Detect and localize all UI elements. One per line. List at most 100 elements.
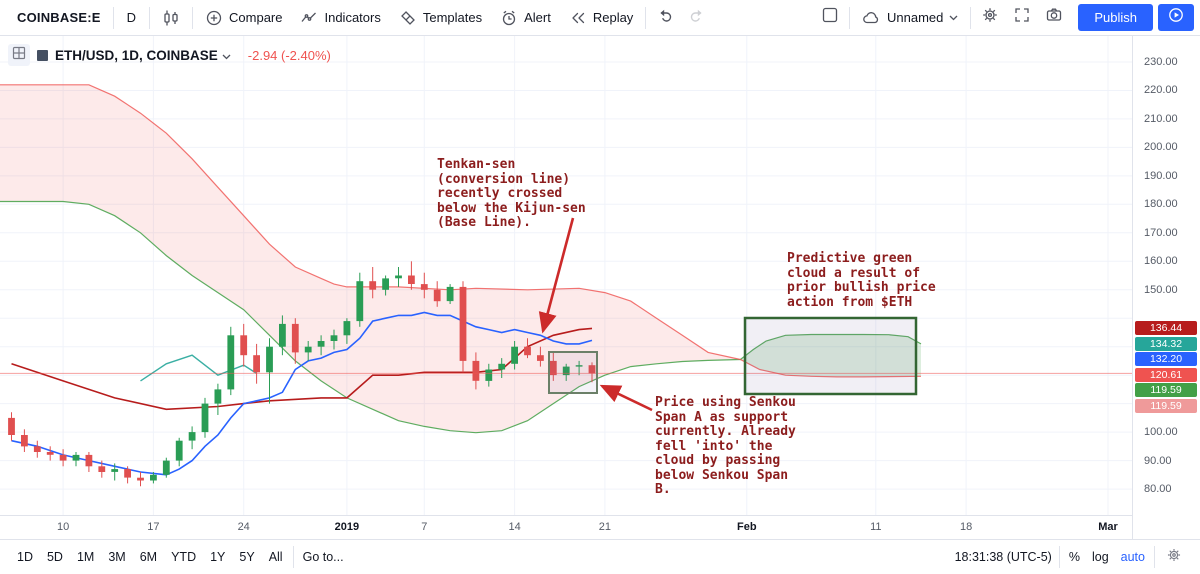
range-3m[interactable]: 3M (108, 550, 126, 564)
time-axis[interactable]: 10 17 24 2019 7 14 21 Feb 11 18 Mar (0, 515, 1132, 539)
toolbar-right-group: Unnamed (814, 4, 1196, 32)
price-badge: 119.59 (1135, 383, 1197, 398)
publish-label: Publish (1094, 10, 1137, 25)
replay-button[interactable]: Replay (560, 4, 642, 32)
bottom-toolbar: 1D 5D 1M 3M 6M YTD 1Y 5Y All Go to... 18… (0, 539, 1200, 574)
compare-icon (205, 9, 223, 27)
time-label: 24 (237, 521, 250, 533)
separator (292, 546, 294, 568)
time-label: 11 (870, 521, 882, 533)
alert-button[interactable]: Alert (491, 4, 560, 32)
templates-button[interactable]: Templates (390, 4, 491, 32)
top-toolbar: COINBASE:E D Compare (0, 0, 1200, 36)
compare-button[interactable]: Compare (196, 4, 291, 32)
price-badge: 134.32 (1135, 336, 1197, 351)
fullscreen-icon (1013, 6, 1031, 29)
chart-pane[interactable]: ETH/USD, 1D, COINBASE -2.94 (-2.40%) Ten… (0, 36, 1132, 539)
cloud-save-icon (862, 9, 881, 27)
log-scale-button[interactable]: log (1091, 550, 1109, 564)
series-swatch (37, 49, 48, 61)
templates-icon (399, 9, 417, 27)
axis-settings-button[interactable] (1158, 543, 1190, 571)
symbol-search-button[interactable]: COINBASE:E (8, 4, 110, 32)
separator (848, 6, 850, 29)
highlight-box-future-cloud[interactable] (743, 316, 918, 396)
annotation-tenkan-note[interactable]: Tenkan-sen (conversion line) recently cr… (437, 157, 586, 230)
legend-symbol-button[interactable]: ETH/USD, 1D, COINBASE (55, 48, 231, 63)
range-ytd[interactable]: YTD (171, 550, 197, 564)
undo-button[interactable] (649, 4, 681, 32)
price-tick: 190.00 (1144, 169, 1178, 182)
layout-name-button[interactable]: Unnamed (853, 4, 967, 32)
layout-name-label: Unnamed (886, 10, 944, 25)
tenkan-sen-line (11, 311, 593, 476)
price-tick: 200.00 (1144, 141, 1178, 154)
separator (645, 6, 647, 29)
fullscreen-button[interactable] (1006, 4, 1038, 32)
chart-style-button[interactable] (153, 4, 189, 32)
price-axis[interactable]: 230.00 220.00 210.00 200.00 190.00 180.00 170.… (1132, 36, 1200, 539)
compare-label: Compare (229, 10, 283, 25)
snapshot-button[interactable] (1038, 4, 1070, 32)
auto-scale-button[interactable]: auto (1120, 550, 1145, 564)
time-label: 21 (598, 521, 612, 533)
price-chart[interactable] (0, 36, 1132, 515)
chevron-down-icon (222, 48, 231, 63)
time-label: 14 (508, 521, 521, 533)
chikou-span-line (140, 354, 257, 382)
redo-icon (688, 6, 706, 29)
price-tick: 170.00 (1144, 226, 1178, 239)
chart-settings-button[interactable] (974, 4, 1006, 32)
annotation-arrow[interactable] (538, 217, 575, 334)
undo-icon (656, 6, 674, 29)
price-tick: 150.00 (1144, 283, 1178, 296)
range-buttons: 1D 5D 1M 3M 6M YTD 1Y 5Y All Go to... (10, 546, 350, 568)
clock-label[interactable]: 18:31:38 (UTC-5) (954, 550, 1052, 564)
indicators-icon (300, 9, 318, 27)
ichimoku-cloud (0, 84, 922, 476)
indicators-button[interactable]: Indicators (291, 4, 389, 32)
goto-date-button[interactable]: Go to... (302, 550, 344, 564)
chart-legend: ETH/USD, 1D, COINBASE -2.94 (-2.40%) (8, 44, 331, 66)
redo-button[interactable] (681, 4, 713, 32)
highlight-box-current-price[interactable] (548, 351, 598, 394)
range-1m[interactable]: 1M (76, 550, 95, 564)
separator (1154, 546, 1155, 568)
range-6m[interactable]: 6M (139, 550, 158, 564)
range-1y[interactable]: 1Y (210, 550, 226, 564)
layout-square-icon (821, 6, 839, 29)
time-label: 18 (959, 521, 973, 533)
time-label: Mar (1098, 521, 1118, 533)
range-5d[interactable]: 5D (46, 550, 63, 564)
grid-lines (0, 36, 1132, 515)
time-label: 7 (421, 521, 428, 533)
annotation-cloud-note[interactable]: Predictive green cloud a result of prior… (787, 251, 936, 310)
annotation-support-note[interactable]: Price using Senkou Span A as support cur… (655, 395, 796, 497)
price-tick: 100.00 (1144, 426, 1178, 439)
price-tick: 220.00 (1144, 84, 1178, 97)
annotation-arrow[interactable] (599, 384, 653, 412)
interval-button[interactable]: D (117, 4, 146, 32)
range-all[interactable]: All (268, 550, 283, 564)
publish-button[interactable]: Publish (1078, 4, 1153, 31)
alert-label: Alert (524, 10, 551, 25)
range-1d[interactable]: 1D (17, 550, 33, 564)
object-tree-button[interactable] (8, 44, 30, 66)
price-tick: 160.00 (1144, 255, 1178, 268)
price-tick: 90.00 (1144, 454, 1172, 467)
candlestick-style-icon (162, 9, 180, 27)
replay-label: Replay (592, 10, 634, 25)
ideas-play-button[interactable] (1158, 4, 1194, 31)
range-5y[interactable]: 5Y (239, 550, 255, 564)
price-tick: 210.00 (1144, 112, 1178, 125)
gear-icon (1166, 547, 1182, 568)
gear-icon (981, 6, 999, 29)
percent-scale-button[interactable]: % (1068, 550, 1080, 564)
play-circle-icon (1167, 6, 1185, 29)
time-label: 10 (56, 521, 70, 533)
layout-panel-button[interactable] (814, 4, 846, 32)
interval-label: D (126, 10, 137, 25)
candlestick-series (8, 261, 596, 487)
price-badge: 120.61 (1135, 367, 1197, 382)
price-tick: 230.00 (1144, 56, 1178, 68)
